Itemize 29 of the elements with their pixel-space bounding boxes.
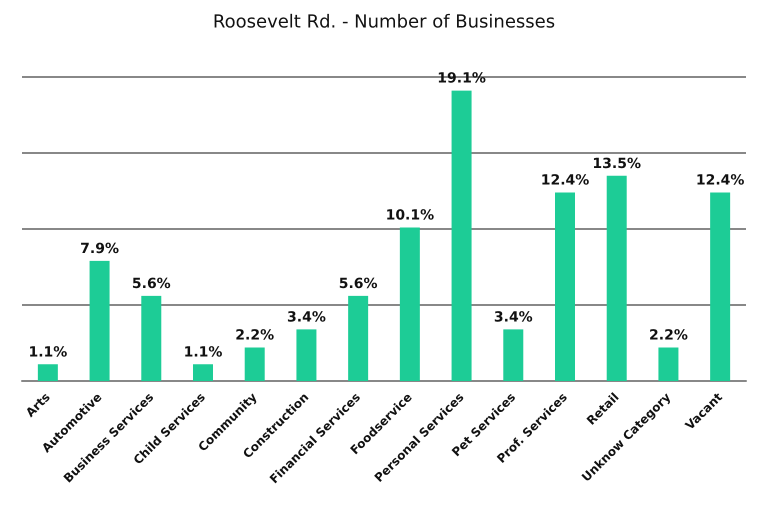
data-label: 1.1% — [184, 344, 222, 360]
data-label: 2.2% — [649, 328, 688, 344]
data-label: 5.6% — [132, 276, 171, 292]
bar — [90, 260, 110, 381]
data-label: 7.9% — [80, 240, 119, 257]
data-label: 19.1% — [437, 70, 486, 87]
chart-title: Roosevelt Rd. - Number of Businesses — [212, 12, 556, 32]
data-label: 1.1% — [28, 344, 68, 360]
bar — [503, 329, 524, 381]
bar — [193, 364, 213, 381]
data-label: 3.4% — [287, 309, 326, 326]
bar — [452, 90, 472, 381]
bar — [400, 227, 420, 381]
data-label: 5.6% — [338, 276, 378, 292]
data-label: 2.2% — [235, 328, 274, 344]
data-label: 10.1% — [386, 207, 434, 224]
bar — [710, 192, 730, 381]
bar — [244, 348, 265, 381]
bar — [38, 364, 58, 381]
data-label: 12.4% — [540, 172, 590, 189]
data-label: 3.4% — [494, 309, 533, 326]
data-label: 13.5% — [592, 156, 642, 172]
bar — [555, 192, 575, 381]
bar — [658, 348, 678, 381]
data-label: 12.4% — [696, 172, 744, 189]
bar — [348, 296, 368, 381]
bar — [606, 176, 627, 381]
bar — [296, 329, 316, 381]
bar — [141, 296, 162, 381]
